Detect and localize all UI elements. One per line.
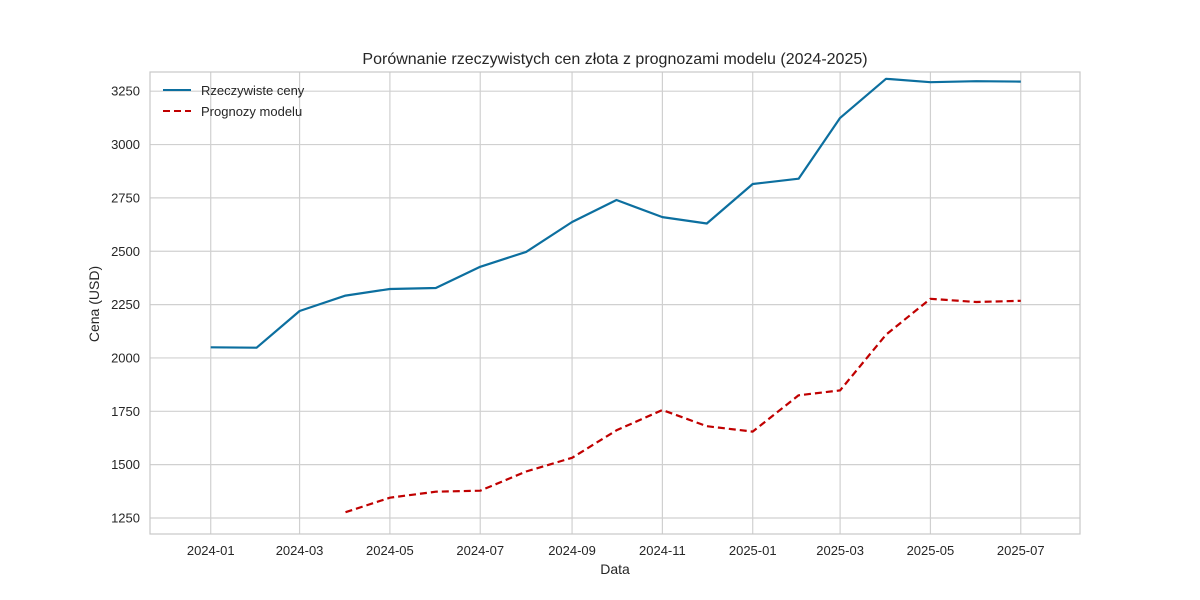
chart-title: Porównanie rzeczywistych cen złota z pro… [362,51,867,68]
x-tick-label: 2024-09 [548,543,596,558]
y-tick-label: 2500 [111,244,140,259]
x-axis-label: Data [600,561,630,577]
legend-label-forecast: Prognozy modelu [201,104,302,119]
y-tick-label: 1250 [111,510,140,525]
x-tick-label: 2025-03 [816,543,864,558]
series-layer [210,77,1021,514]
series-line-forecast [345,297,1021,514]
x-tick-label: 2025-05 [907,543,955,558]
x-tick-label: 2025-07 [997,543,1045,558]
y-axis-label: Cena (USD) [86,266,102,342]
legend: Rzeczywiste ceny Prognozy modelu [163,83,305,119]
y-tick-label: 2250 [111,297,140,312]
x-tick-label: 2024-07 [456,543,504,558]
x-tick-label: 2025-01 [729,543,777,558]
series-line-actual [210,77,1021,349]
x-tick-label: 2024-11 [639,543,686,558]
x-tick-label: 2024-03 [276,543,324,558]
plot-frame [149,71,1081,535]
y-tick-label: 2000 [111,350,140,365]
x-tick-label: 2024-05 [366,543,414,558]
y-tick-label: 1750 [111,404,140,419]
y-tick-label: 3000 [111,137,140,152]
grid [150,72,1080,534]
x-tick-label: 2024-01 [187,543,235,558]
y-tick-label: 1500 [111,457,140,472]
tick-labels: 2024-01 2024-03 2024-05 2024-07 2024-09 2024-… [111,84,1045,558]
legend-label-actual: Rzeczywiste ceny [201,83,305,98]
y-tick-label: 2750 [111,190,140,205]
y-tick-label: 3250 [111,84,140,99]
